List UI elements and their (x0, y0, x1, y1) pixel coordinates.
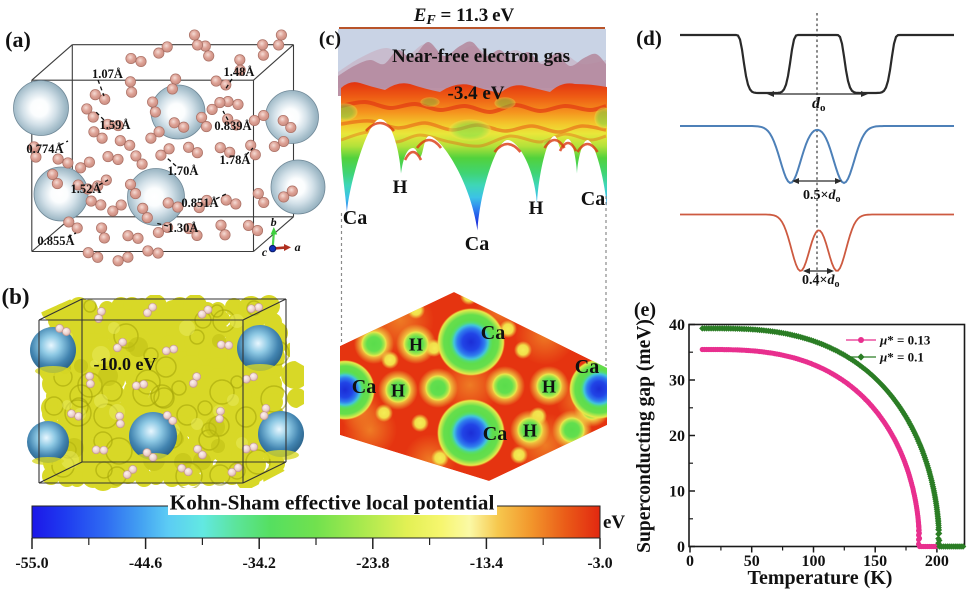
svg-text:(a): (a) (5, 27, 31, 52)
svg-text:H: H (529, 198, 544, 219)
svg-text:-23.8: -23.8 (356, 555, 389, 572)
svg-text:150: 150 (863, 553, 887, 570)
svg-text:Ca: Ca (343, 207, 367, 229)
svg-text:-10.0 eV: -10.0 eV (94, 354, 157, 374)
svg-text:0.855Å: 0.855Å (37, 234, 74, 248)
svg-text:H: H (409, 335, 423, 355)
svg-text:Ca: Ca (352, 376, 376, 398)
svg-text:(d): (d) (636, 26, 662, 50)
svg-text:H: H (542, 377, 556, 397)
svg-text:a: a (295, 240, 301, 254)
svg-text:20: 20 (669, 428, 685, 445)
svg-text:(c): (c) (319, 28, 341, 50)
svg-text:-34.2: -34.2 (243, 555, 276, 572)
svg-text:1.70Å: 1.70Å (168, 164, 199, 178)
svg-text:c: c (262, 245, 268, 259)
svg-text:Ca: Ca (581, 188, 605, 210)
svg-text:30: 30 (669, 373, 685, 390)
svg-text:0.5×do: 0.5×do (803, 188, 840, 205)
svg-text:0.851Å: 0.851Å (181, 196, 218, 210)
svg-text:1.78Å: 1.78Å (220, 153, 251, 167)
svg-text:200: 200 (925, 553, 949, 570)
svg-text:40: 40 (669, 317, 685, 334)
svg-text:0: 0 (686, 553, 694, 570)
svg-text:1.30Å: 1.30Å (168, 221, 199, 235)
svg-text:0: 0 (677, 539, 685, 556)
svg-text:-3.0: -3.0 (587, 555, 612, 572)
svg-text:Near-free electron gas: Near-free electron gas (392, 46, 570, 67)
svg-text:Kohn-Sham effective local pote: Kohn-Sham effective local potential (170, 491, 495, 515)
svg-text:-55.0: -55.0 (15, 555, 48, 572)
svg-text:0.839Å: 0.839Å (214, 119, 251, 133)
svg-text:H: H (391, 381, 405, 401)
svg-text:-13.4: -13.4 (470, 555, 503, 572)
svg-text:1.59Å: 1.59Å (100, 118, 131, 132)
svg-text:μ* = 0.13: μ* = 0.13 (879, 333, 931, 348)
svg-text:Ca: Ca (483, 423, 507, 445)
svg-text:50: 50 (744, 553, 760, 570)
svg-text:do: do (812, 95, 826, 114)
svg-text:0.4×do: 0.4×do (802, 273, 839, 290)
svg-text:b: b (271, 215, 277, 229)
svg-text:Ca: Ca (465, 233, 489, 255)
svg-text:(b): (b) (1, 284, 29, 309)
svg-text:-44.6: -44.6 (129, 555, 162, 572)
svg-text:(e): (e) (634, 299, 656, 321)
svg-text:0.774Å: 0.774Å (26, 142, 63, 156)
svg-text:μ* = 0.1: μ* = 0.1 (879, 350, 924, 365)
svg-text:eV: eV (603, 512, 625, 533)
svg-text:1.07Å: 1.07Å (92, 67, 123, 81)
svg-text:Ca: Ca (481, 322, 505, 344)
svg-text:H: H (523, 421, 537, 441)
svg-text:H: H (393, 177, 408, 198)
svg-text:Superconducting gap (meV): Superconducting gap (meV) (634, 319, 655, 553)
svg-text:10: 10 (669, 484, 685, 501)
svg-text:EF = 11.3 eV: EF = 11.3 eV (413, 5, 515, 28)
svg-text:1.48Å: 1.48Å (224, 65, 255, 79)
svg-text:Ca: Ca (575, 356, 599, 378)
svg-text:1.52Å: 1.52Å (71, 182, 102, 196)
svg-text:100: 100 (801, 553, 825, 570)
svg-text:Temperature (K): Temperature (K) (748, 567, 893, 589)
svg-text:-3.4 eV: -3.4 eV (448, 83, 505, 104)
